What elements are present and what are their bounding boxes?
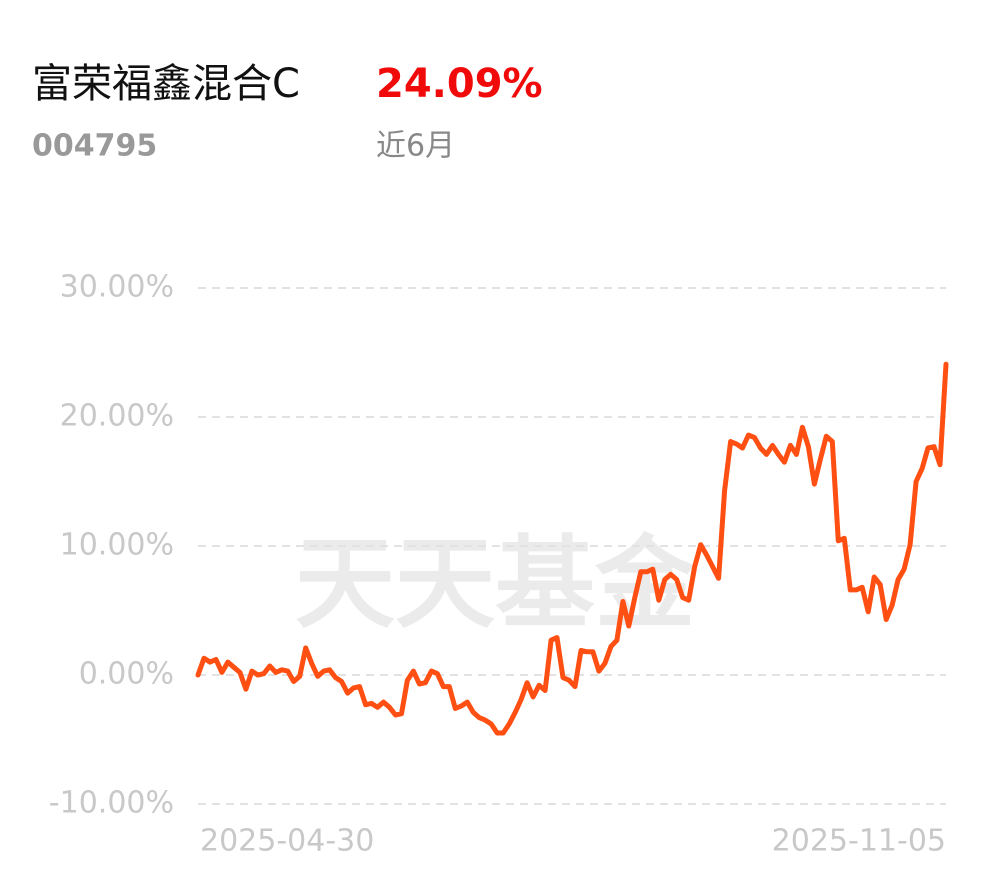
y-tick-label: 10.00% (60, 528, 174, 563)
line (195, 361, 949, 736)
y-tick-label: 20.00% (60, 399, 174, 434)
fund-name: 富荣福鑫混合C (32, 61, 300, 107)
fund-code: 004795 (32, 129, 157, 164)
y-tick-label: 0.00% (79, 657, 174, 692)
period: 近6月 (376, 129, 455, 164)
y-tick-label: -10.00% (49, 786, 174, 821)
x-tick-label: 2025-04-30 (200, 824, 374, 859)
fund-return: 24.09% (376, 61, 543, 107)
y-tick-label: 30.00% (60, 270, 174, 305)
x-tick-label: 2025-11-05 (772, 824, 946, 859)
